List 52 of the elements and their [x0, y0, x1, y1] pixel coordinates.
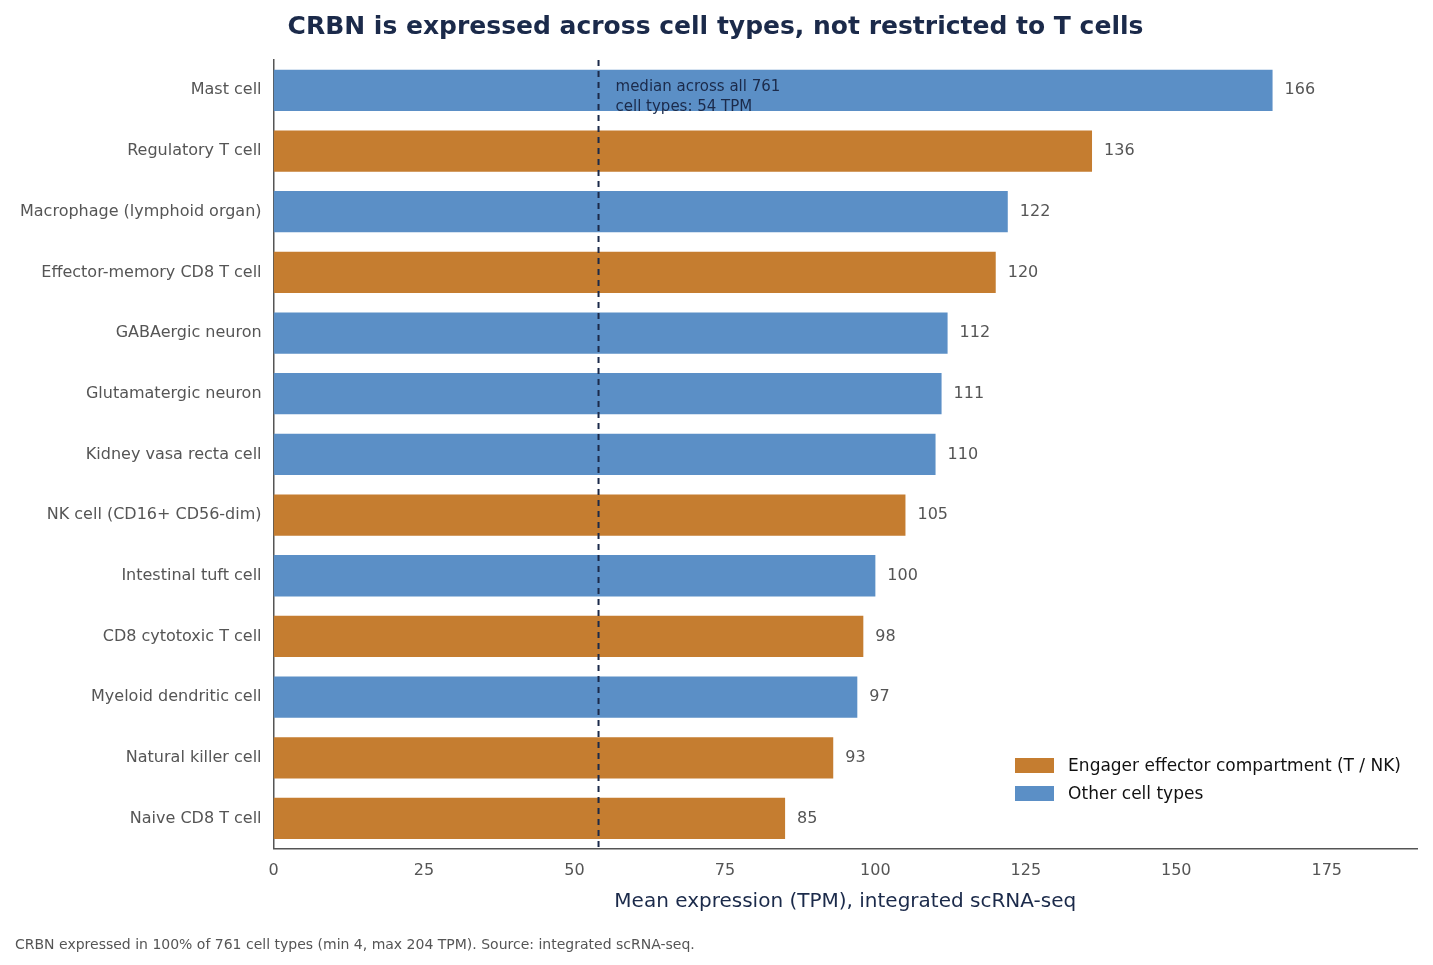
data-label: 98	[875, 625, 896, 645]
x-tick-label: 25	[413, 859, 435, 879]
bar	[273, 737, 834, 779]
bar	[273, 615, 864, 658]
x-tick-label: 0	[268, 859, 279, 879]
x-tick-label: 100	[860, 859, 891, 879]
bar	[273, 555, 876, 597]
y-tick-label: GABAergic neuron	[115, 322, 262, 342]
data-label: 97	[869, 686, 890, 706]
x-tick-label: 125	[1010, 859, 1042, 879]
x-tick-label: 150	[1161, 859, 1192, 879]
data-label: 105	[917, 504, 949, 524]
data-label: 166	[1284, 79, 1316, 99]
y-tick-label: Effector-memory CD8 T cell	[41, 261, 262, 281]
x-tick-label: 75	[714, 859, 736, 879]
y-tick-label: Regulatory T cell	[127, 140, 262, 160]
x-axis-title: Mean expression (TPM), integrated scRNA-seq	[614, 888, 1077, 913]
legend-label: Other cell types	[1068, 783, 1204, 803]
y-tick-label: Natural killer cell	[125, 746, 262, 766]
bar	[273, 676, 858, 718]
data-label: 122	[1019, 200, 1051, 220]
bar	[273, 191, 1008, 233]
chart-title: CRBN is expressed across cell types, not restricted to T cells	[287, 10, 1144, 40]
data-label: 93	[845, 746, 866, 766]
y-tick-label: NK cell (CD16+ CD56-dim)	[46, 504, 262, 524]
bar	[273, 494, 906, 536]
bar	[273, 433, 936, 476]
y-tick-label: Kidney vasa recta cell	[85, 443, 262, 463]
y-tick-label: Macrophage (lymphoid organ)	[19, 200, 262, 220]
legend-label: Engager effector compartment (T / NK)	[1068, 755, 1401, 775]
data-label: 110	[947, 443, 979, 463]
data-label: 111	[953, 382, 985, 402]
ref-line-label: median across all 761 cell types: 54 TPM	[615, 77, 781, 116]
bar	[273, 251, 996, 293]
y-tick-label: Intestinal tuft cell	[121, 564, 262, 584]
x-tick-label: 175	[1311, 859, 1342, 879]
x-tick-label: 50	[564, 859, 585, 879]
y-tick-label: Naive CD8 T cell	[129, 807, 262, 827]
bar	[273, 797, 786, 840]
bar	[273, 373, 942, 415]
y-tick-label: Mast cell	[190, 79, 262, 99]
data-label: 85	[797, 807, 818, 827]
data-label: 112	[959, 322, 991, 342]
bar	[273, 130, 1093, 172]
y-tick-label: Glutamatergic neuron	[85, 382, 262, 402]
y-tick-label: CD8 cytotoxic T cell	[102, 625, 262, 645]
bar	[273, 312, 948, 354]
data-label: 100	[887, 564, 918, 584]
data-label: 136	[1104, 140, 1135, 160]
y-tick-label: Myeloid dendritic cell	[91, 686, 262, 706]
data-label: 120	[1007, 261, 1039, 281]
text: CRBN expressed in 100% of 761 cell types (min 4, max 204 TPM). Source: integrated scRNA-seq.	[15, 936, 696, 952]
